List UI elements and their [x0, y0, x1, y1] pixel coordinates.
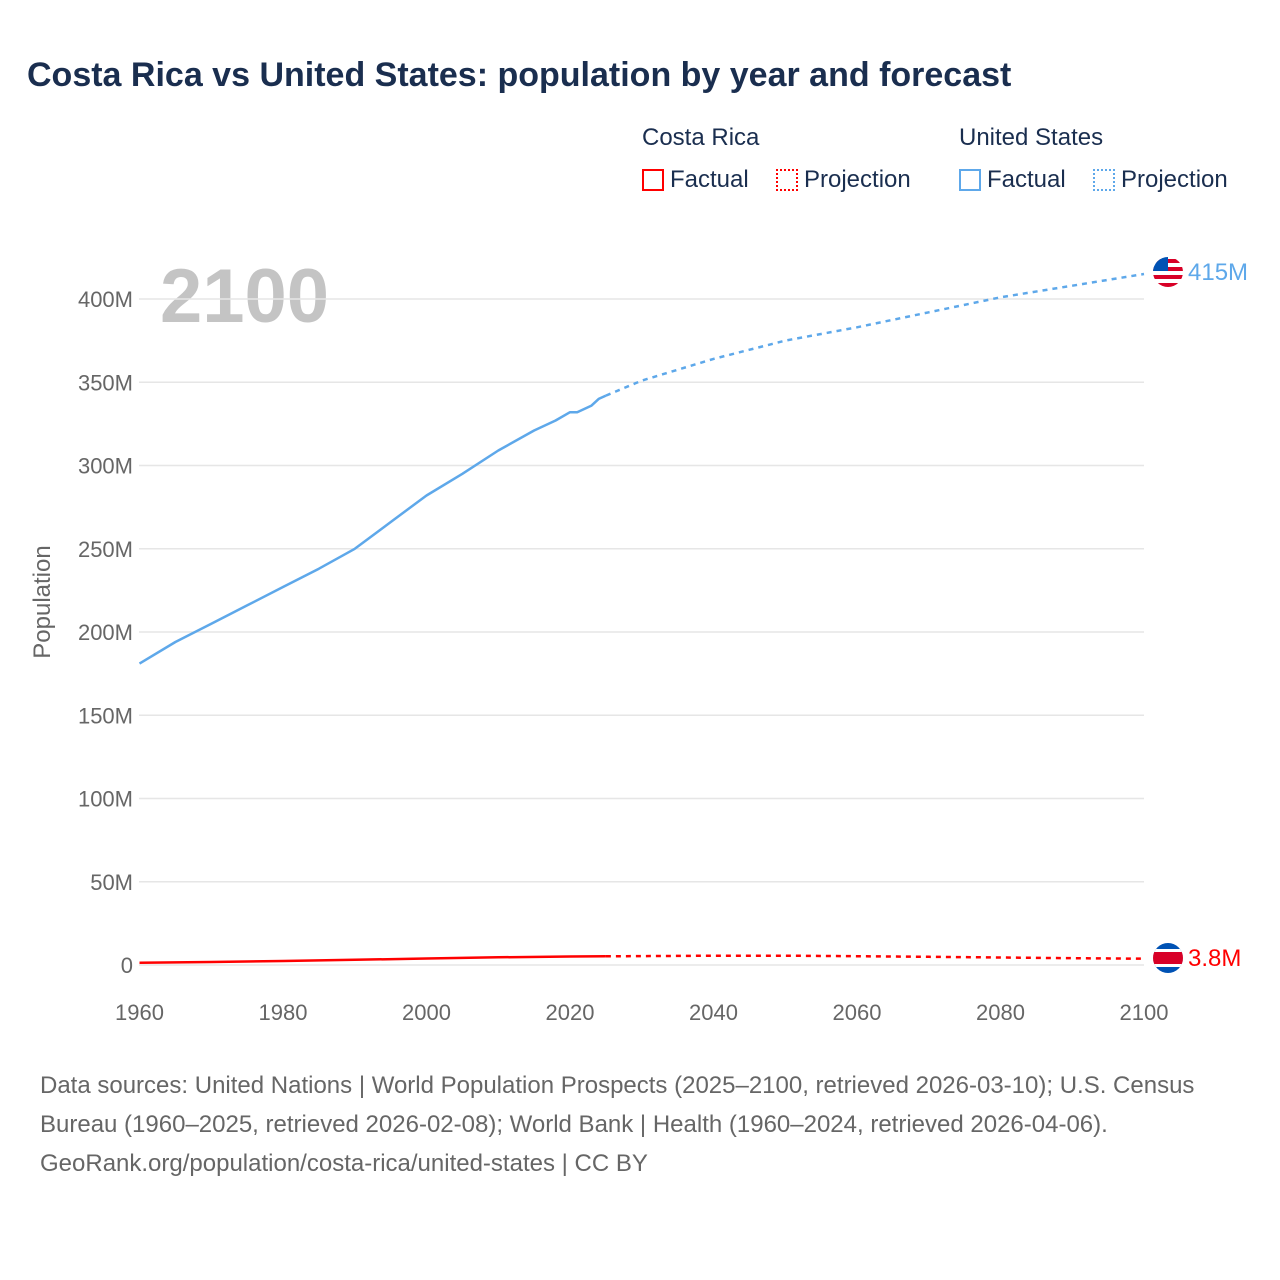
- x-tick-label: 2100: [1120, 1000, 1169, 1025]
- legend-swatch-dotted: [776, 169, 798, 191]
- footer: Data sources: United Nations | World Pop…: [40, 1066, 1230, 1183]
- us-end-label: 415M: [1188, 259, 1248, 286]
- legend-united-states-heading: United States: [959, 124, 1104, 151]
- y-axis-label: Population: [29, 545, 56, 658]
- y-tick-label: 200M: [78, 620, 133, 645]
- legend-label: Projection: [804, 166, 911, 193]
- legend-united-states-projection[interactable]: Projection: [1093, 166, 1228, 194]
- legend-label: Projection: [1121, 166, 1228, 193]
- series-line-united-states-projection: [605, 272, 1145, 397]
- costa-rica-end-label: 3.8M: [1188, 945, 1241, 972]
- legend-costa-rica-heading: Costa Rica: [642, 124, 760, 151]
- x-tick-label: 2000: [402, 1000, 451, 1025]
- x-tick-label: 2040: [689, 1000, 738, 1025]
- series-line-costa-rica-factual: [139, 955, 606, 965]
- y-tick-label: 0: [121, 953, 133, 978]
- series-line-costa-rica-projection: [605, 954, 1145, 960]
- legend-label: Factual: [987, 166, 1066, 193]
- y-tick-label: 100M: [78, 787, 133, 812]
- legend-swatch-solid: [642, 169, 664, 191]
- data-sources: Data sources: United Nations | World Pop…: [40, 1072, 1195, 1138]
- legend-united-states-factual[interactable]: Factual: [959, 166, 1066, 194]
- series-line-united-states-factual: [138, 394, 607, 665]
- y-tick-label: 300M: [78, 454, 133, 479]
- y-tick-label: 150M: [78, 703, 133, 728]
- x-tick-label: 2080: [976, 1000, 1025, 1025]
- chart-title: Costa Rica vs United States: population …: [27, 56, 1012, 94]
- legend-costa-rica-factual[interactable]: Factual: [642, 166, 749, 194]
- legend-swatch-solid: [959, 169, 981, 191]
- legend-costa-rica-projection[interactable]: Projection: [776, 166, 911, 194]
- legend-swatch-dotted: [1093, 169, 1115, 191]
- year-watermark: 2100: [160, 254, 329, 339]
- legend-label: Factual: [670, 166, 749, 193]
- us-flag-icon: [1153, 257, 1183, 287]
- x-tick-label: 1980: [259, 1000, 308, 1025]
- y-tick-label: 250M: [78, 537, 133, 562]
- x-tick-label: 1960: [115, 1000, 164, 1025]
- y-tick-label: 350M: [78, 370, 133, 395]
- y-tick-label: 50M: [90, 870, 133, 895]
- x-tick-label: 2020: [546, 1000, 595, 1025]
- x-tick-label: 2060: [833, 1000, 882, 1025]
- plot-area: 2100 0 50M 100M 150M 200M 250M 300M 350M 400M 196…: [29, 254, 1248, 1025]
- costa-rica-flag-icon: [1153, 943, 1183, 973]
- y-tick-label: 400M: [78, 287, 133, 312]
- credit-link[interactable]: GeoRank.org/population/costa-rica/united…: [40, 1150, 648, 1177]
